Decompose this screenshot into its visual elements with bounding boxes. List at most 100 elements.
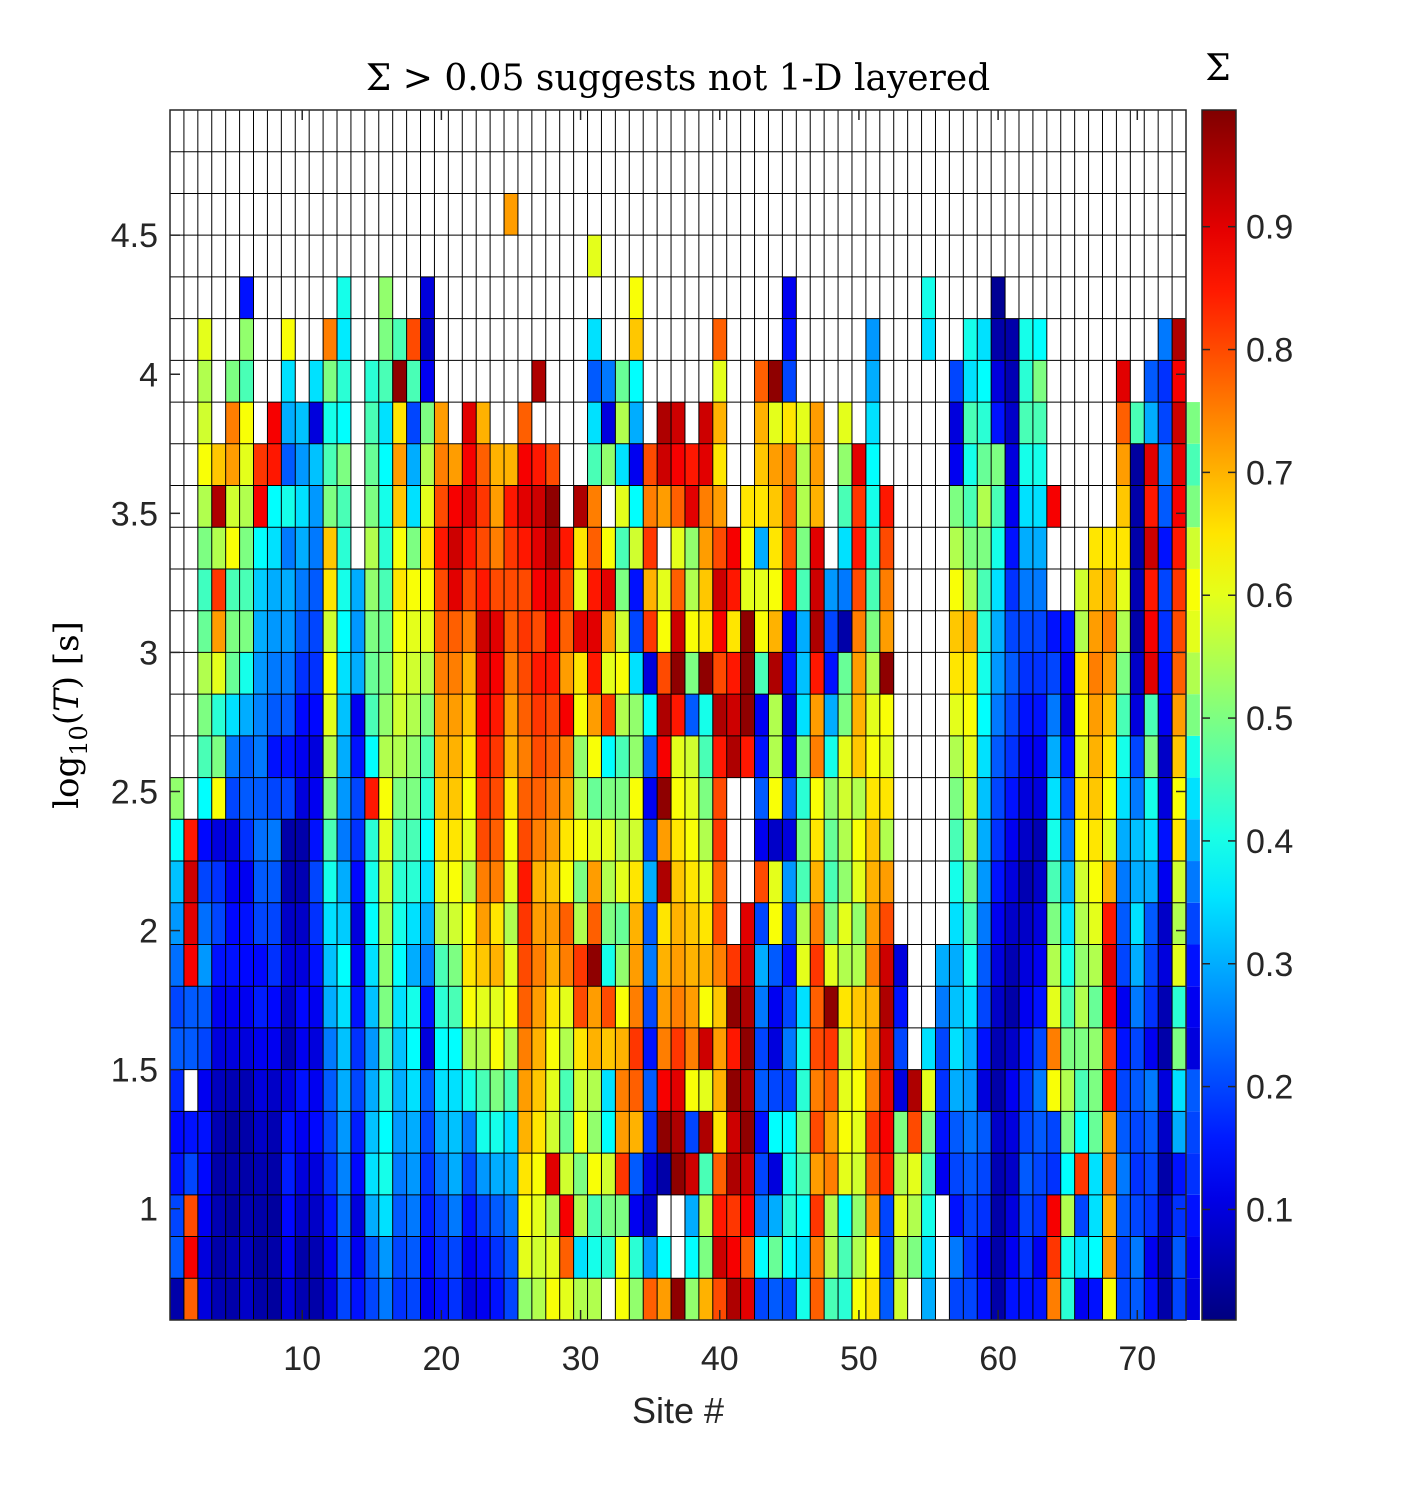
heatmap-cell (504, 1278, 518, 1320)
heatmap-cell (1074, 1278, 1089, 1320)
heatmap-cell (1088, 1111, 1103, 1154)
heatmap-cell (434, 819, 449, 862)
heatmap-cell (601, 694, 616, 736)
heatmap-cell (698, 902, 713, 945)
heatmap-cell (1172, 527, 1186, 569)
y-tick-label: 4 (139, 356, 158, 394)
heatmap-cell (851, 735, 866, 778)
heatmap-cell (1116, 443, 1131, 486)
heatmap-cell (323, 527, 338, 569)
heatmap-cell (1172, 1027, 1186, 1070)
heatmap-cell (253, 1153, 268, 1195)
heatmap-cell (476, 443, 491, 486)
heatmap-cell (211, 1027, 226, 1070)
heatmap-cell (253, 652, 268, 695)
heatmap-cell (684, 1069, 699, 1112)
heatmap-cell (1130, 568, 1145, 611)
heatmap-cell (963, 1111, 978, 1154)
heatmap-cell (796, 1153, 811, 1195)
heatmap-cell (309, 568, 324, 611)
heatmap-cell (601, 735, 616, 778)
heatmap-cell (615, 735, 630, 778)
heatmap-cell (684, 1278, 699, 1320)
heatmap-cell (949, 944, 964, 987)
heatmap-cell (1102, 1069, 1117, 1112)
heatmap-cell (977, 1069, 992, 1112)
heatmap-cell (963, 861, 978, 903)
colorbar-tick-label: 0.9 (1246, 209, 1293, 247)
heatmap-cell (239, 652, 254, 695)
heatmap-cell (977, 735, 992, 778)
heatmap-cell (448, 1069, 463, 1112)
heatmap-cell (698, 568, 713, 611)
heatmap-cell (1158, 861, 1173, 903)
heatmap-cell (1074, 610, 1089, 653)
heatmap-cell (1158, 1069, 1173, 1112)
heatmap-cell (782, 443, 797, 486)
heatmap-cell (504, 527, 518, 569)
heatmap-cell (1060, 819, 1075, 862)
heatmap-cell (991, 1194, 1006, 1237)
heatmap-cell (1186, 527, 1200, 569)
heatmap-cell (977, 1027, 992, 1070)
heatmap-cell (865, 1069, 880, 1112)
heatmap-cell (267, 1069, 282, 1112)
heatmap-cell (364, 1111, 379, 1154)
heatmap-cell (587, 402, 602, 444)
heatmap-cell (782, 1194, 797, 1237)
heatmap-cell (754, 1069, 769, 1112)
heatmap-cell (768, 610, 783, 653)
heatmap-cell (601, 819, 616, 862)
heatmap-cell (810, 652, 825, 695)
heatmap-cell (1158, 1278, 1173, 1320)
heatmap-cell (295, 944, 310, 987)
heatmap-cell (239, 1111, 254, 1154)
heatmap-cell (796, 861, 811, 903)
heatmap-cell (239, 944, 254, 987)
heatmap-cell (364, 1194, 379, 1237)
heatmap-cell (1130, 527, 1145, 569)
heatmap-cell (949, 485, 964, 528)
heatmap-cell (197, 1111, 212, 1154)
heatmap-cell (921, 1194, 936, 1237)
heatmap-cell (1005, 652, 1019, 695)
heatmap-cell (517, 485, 532, 528)
heatmap-cell (1186, 944, 1200, 987)
heatmap-cell (504, 1194, 518, 1237)
heatmap-cell (1018, 360, 1033, 403)
heatmap-cell (1102, 652, 1117, 695)
heatmap-cell (949, 568, 964, 611)
heatmap-cell (1060, 777, 1075, 820)
heatmap-cell (838, 1278, 852, 1320)
heatmap-cell (462, 735, 477, 778)
heatmap-cell (963, 527, 978, 569)
heatmap-grid (169, 109, 1187, 1321)
heatmap-cell (434, 652, 449, 695)
heatmap-cell (796, 694, 811, 736)
heatmap-cell (1060, 1027, 1075, 1070)
heatmap-cell (1005, 1153, 1019, 1195)
heatmap-cell (893, 1236, 908, 1279)
heatmap-cell (350, 1069, 365, 1112)
heatmap-cell (573, 861, 588, 903)
heatmap-cell (893, 1027, 908, 1070)
heatmap-cell (963, 402, 978, 444)
heatmap-cell (1172, 318, 1186, 361)
heatmap-cell (531, 1236, 546, 1279)
heatmap-cell (1074, 568, 1089, 611)
y-axis-ticks: 11.522.533.544.5 (111, 217, 1186, 1229)
heatmap-cell (963, 485, 978, 528)
heatmap-cell (476, 610, 491, 653)
heatmap-cell (684, 861, 699, 903)
heatmap-cell (239, 986, 254, 1028)
heatmap-cell (323, 443, 338, 486)
heatmap-cell (1074, 652, 1089, 695)
heatmap-cell (796, 568, 811, 611)
heatmap-cell (434, 527, 449, 569)
heatmap-cell (1088, 1153, 1103, 1195)
heatmap-cell (768, 360, 783, 403)
heatmap-cell (851, 527, 866, 569)
heatmap-cell (587, 694, 602, 736)
heatmap-cell (309, 1153, 324, 1195)
heatmap-cell (712, 485, 727, 528)
